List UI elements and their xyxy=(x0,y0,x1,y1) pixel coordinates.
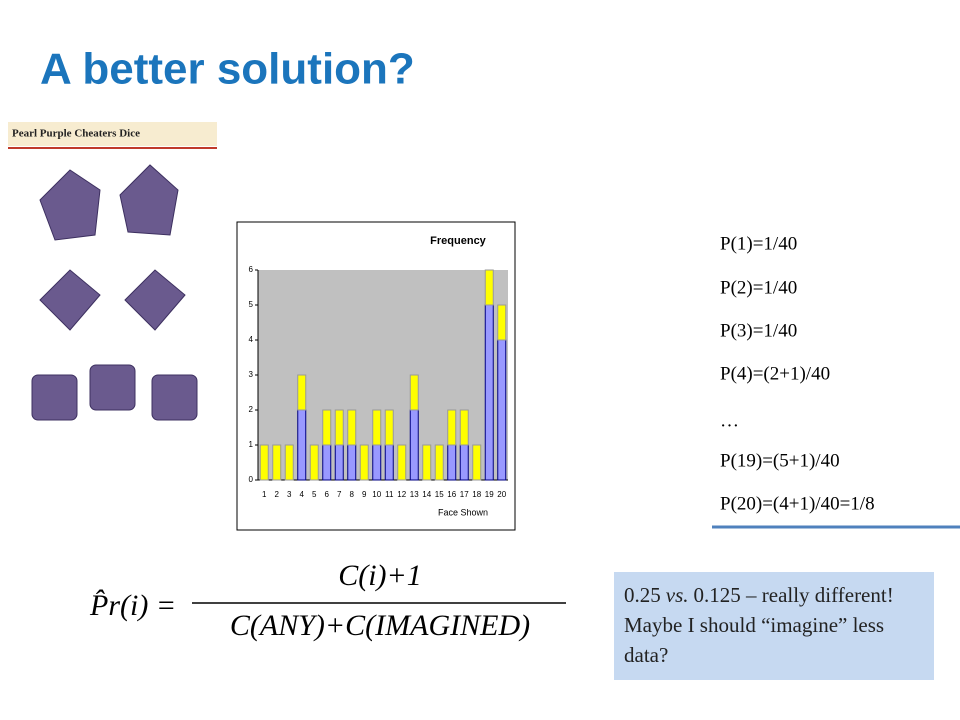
x-tick-label: 12 xyxy=(397,490,406,499)
bar-segment xyxy=(447,409,457,446)
bar-segment xyxy=(309,444,319,481)
x-tick-label: 16 xyxy=(447,490,456,499)
x-tick-label: 20 xyxy=(497,490,506,499)
x-tick-label: 3 xyxy=(287,490,292,499)
probability: P(4)=(2+1)/40 xyxy=(720,363,830,384)
caption-bg xyxy=(8,122,217,146)
bar-segment xyxy=(484,304,494,481)
probability: … xyxy=(720,410,739,431)
bar-segment xyxy=(347,409,357,446)
y-tick-label: 5 xyxy=(249,300,254,309)
bar-segment xyxy=(284,444,294,481)
bar-segment xyxy=(384,444,394,481)
bar-segment xyxy=(397,444,407,481)
die xyxy=(119,164,179,236)
x-axis-label: Face Shown xyxy=(438,507,488,517)
y-tick-label: 2 xyxy=(249,405,254,414)
x-tick-label: 13 xyxy=(410,490,419,499)
die xyxy=(39,169,101,241)
x-tick-label: 10 xyxy=(372,490,381,499)
probability: P(20)=(4+1)/40=1/8 xyxy=(720,493,875,514)
bar-segment xyxy=(259,444,269,481)
x-tick-label: 1 xyxy=(262,490,267,499)
image-caption: Pearl Purple Cheaters Dice xyxy=(12,128,140,140)
y-tick-label: 1 xyxy=(249,440,254,449)
y-tick-label: 3 xyxy=(249,370,254,379)
bar-segment xyxy=(484,269,494,306)
die xyxy=(151,374,198,421)
x-tick-label: 5 xyxy=(312,490,317,499)
bar-segment xyxy=(384,409,394,446)
y-tick-label: 0 xyxy=(249,475,254,484)
x-tick-label: 11 xyxy=(385,490,394,499)
probability: P(19)=(5+1)/40 xyxy=(720,450,840,471)
dice-image xyxy=(31,164,198,421)
bar-segment xyxy=(297,374,307,411)
x-tick-label: 18 xyxy=(472,490,481,499)
bar-segment xyxy=(372,444,382,481)
bar-segment xyxy=(297,409,307,481)
plot-area xyxy=(258,270,508,480)
x-tick-label: 8 xyxy=(350,490,355,499)
bar-segment xyxy=(422,444,432,481)
die xyxy=(124,269,186,331)
formula-denominator: C(ANY)+C(IMAGINED) xyxy=(230,609,530,642)
probability: P(3)=1/40 xyxy=(720,320,797,341)
bar-segment xyxy=(459,409,469,446)
bar-segment xyxy=(447,444,457,481)
y-tick-label: 6 xyxy=(249,265,254,274)
bar-segment xyxy=(372,409,382,446)
bar-segment xyxy=(409,409,419,481)
chart-title: Frequency xyxy=(430,235,487,247)
bar-segment xyxy=(272,444,282,481)
bar-segment xyxy=(497,339,507,481)
x-tick-label: 4 xyxy=(300,490,305,499)
probability: P(1)=1/40 xyxy=(720,233,797,254)
die xyxy=(31,374,78,421)
x-tick-label: 6 xyxy=(325,490,330,499)
callout: 0.25 vs. 0.125 – really different! Maybe I… xyxy=(614,572,934,680)
formula-numerator: C(i)+1 xyxy=(338,559,422,592)
x-tick-label: 9 xyxy=(362,490,367,499)
callout-text: 0.25 xyxy=(624,583,661,607)
callout-text: 0.125 – really different! Maybe I should… xyxy=(624,583,894,667)
probability: P(2)=1/40 xyxy=(720,277,797,298)
bar-segment xyxy=(497,304,507,341)
bar-segment xyxy=(322,444,332,481)
x-tick-label: 15 xyxy=(435,490,444,499)
bar-segment xyxy=(347,444,357,481)
bar-segment xyxy=(359,444,369,481)
y-tick-label: 4 xyxy=(249,335,254,344)
x-tick-label: 17 xyxy=(460,490,469,499)
slide-title: A better solution? xyxy=(40,45,415,94)
bar-segment xyxy=(472,444,482,481)
formula-lhs: P̂r(i) = xyxy=(89,589,176,622)
callout-text: vs. xyxy=(665,583,689,607)
x-tick-label: 14 xyxy=(422,490,431,499)
bar-segment xyxy=(434,444,444,481)
x-tick-label: 7 xyxy=(337,490,342,499)
die xyxy=(89,364,136,411)
bar-segment xyxy=(334,409,344,446)
x-tick-label: 19 xyxy=(485,490,494,499)
bar-segment xyxy=(322,409,332,446)
bar-segment xyxy=(409,374,419,411)
die xyxy=(39,269,101,331)
bar-segment xyxy=(459,444,469,481)
x-tick-label: 2 xyxy=(275,490,280,499)
bar-segment xyxy=(334,444,344,481)
